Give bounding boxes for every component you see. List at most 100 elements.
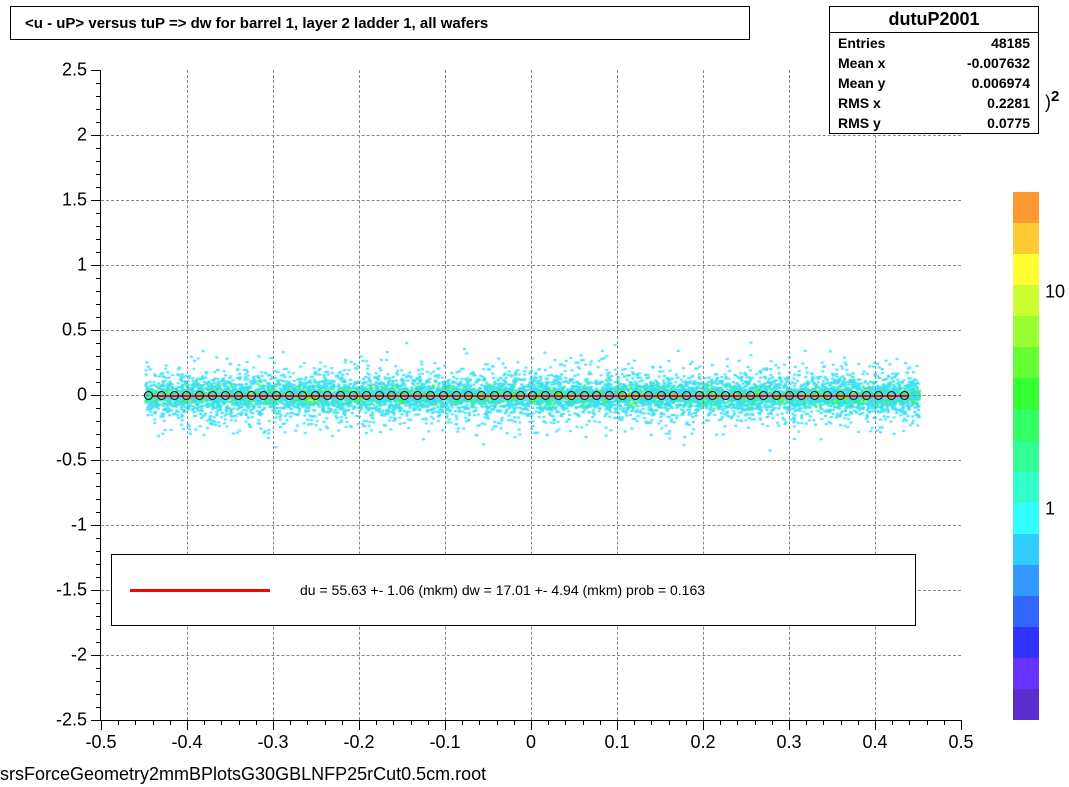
colorbar-segment bbox=[1013, 689, 1039, 720]
profile-marker bbox=[772, 391, 781, 400]
plot-area: -2.5-2-1.5-1-0.500.511.522.5-0.5-0.4-0.3… bbox=[100, 70, 961, 721]
x-tick-label: 0.2 bbox=[690, 732, 715, 753]
stats-row: Mean x-0.007632 bbox=[830, 53, 1038, 73]
stats-row: Mean y 0.006974 bbox=[830, 73, 1038, 93]
profile-marker bbox=[298, 391, 307, 400]
profile-marker bbox=[375, 391, 384, 400]
stats-row: RMS x 0.2281 bbox=[830, 93, 1038, 113]
profile-marker bbox=[144, 391, 153, 400]
profile-marker bbox=[426, 391, 435, 400]
profile-marker bbox=[746, 391, 755, 400]
profile-marker bbox=[195, 391, 204, 400]
profile-marker bbox=[759, 391, 768, 400]
stats-value: 0.0775 bbox=[987, 115, 1030, 131]
colorbar-segment bbox=[1013, 285, 1039, 316]
profile-marker bbox=[810, 391, 819, 400]
y-tick-label: -2 bbox=[71, 645, 87, 666]
y-tick-label: -0.5 bbox=[56, 450, 87, 471]
stats-box: dutuP2001 Entries48185Mean x-0.007632Mea… bbox=[829, 6, 1039, 134]
profile-marker bbox=[503, 391, 512, 400]
y-tick-label: 0 bbox=[77, 385, 87, 406]
profile-marker bbox=[157, 391, 166, 400]
colorbar-segment bbox=[1013, 441, 1039, 472]
profile-marker bbox=[259, 391, 268, 400]
x-tick-label: -0.2 bbox=[343, 732, 374, 753]
profile-marker bbox=[452, 391, 461, 400]
colorbar-segment bbox=[1013, 565, 1039, 596]
colorbar-tick-label: 10 bbox=[1045, 282, 1065, 303]
colorbar-segment bbox=[1013, 534, 1039, 565]
profile-marker bbox=[413, 391, 422, 400]
profile-marker bbox=[567, 391, 576, 400]
stats-row: Entries 48185 bbox=[830, 33, 1038, 53]
colorbar-segment bbox=[1013, 316, 1039, 347]
x-tick-label: -0.1 bbox=[429, 732, 460, 753]
stats-value: 0.2281 bbox=[987, 95, 1030, 111]
profile-marker bbox=[836, 391, 845, 400]
profile-marker bbox=[721, 391, 730, 400]
profile-marker bbox=[797, 391, 806, 400]
x-tick-label: 0.3 bbox=[776, 732, 801, 753]
profile-marker bbox=[336, 391, 345, 400]
y-tick-label: 1 bbox=[77, 255, 87, 276]
profile-marker bbox=[247, 391, 256, 400]
x-tick-label: 0.5 bbox=[948, 732, 973, 753]
color-scale: 101 bbox=[1013, 192, 1039, 720]
stats-value: 48185 bbox=[991, 35, 1030, 51]
x-tick-label: -0.4 bbox=[171, 732, 202, 753]
chart-title-text: <u - uP> versus tuP => dw for barrel 1, … bbox=[25, 15, 488, 32]
colorbar-segment bbox=[1013, 192, 1039, 223]
profile-marker bbox=[657, 391, 666, 400]
profile-markers bbox=[144, 391, 909, 399]
profile-marker bbox=[285, 391, 294, 400]
stats-label: Mean x bbox=[838, 55, 885, 71]
stats-value: 0.006974 bbox=[972, 75, 1030, 91]
colorbar-segment bbox=[1013, 596, 1039, 627]
y-tick-label: 2 bbox=[77, 125, 87, 146]
fit-legend-box: du = 55.63 +- 1.06 (mkm) dw = 17.01 +- 4… bbox=[111, 554, 916, 626]
profile-marker bbox=[323, 391, 332, 400]
profile-marker bbox=[708, 391, 717, 400]
profile-marker bbox=[541, 391, 550, 400]
profile-marker bbox=[874, 391, 883, 400]
profile-marker bbox=[733, 391, 742, 400]
profile-marker bbox=[605, 391, 614, 400]
stats-label: RMS y bbox=[838, 115, 881, 131]
profile-marker bbox=[554, 391, 563, 400]
y-tick-label: -2.5 bbox=[56, 710, 87, 731]
profile-marker bbox=[362, 391, 371, 400]
stats-label: RMS x bbox=[838, 95, 881, 111]
profile-marker bbox=[618, 391, 627, 400]
profile-marker bbox=[592, 391, 601, 400]
profile-marker bbox=[862, 391, 871, 400]
profile-marker bbox=[234, 391, 243, 400]
y-tick-label: 2.5 bbox=[62, 60, 87, 81]
y-tick-label: 0.5 bbox=[62, 320, 87, 341]
colorbar-segment bbox=[1013, 627, 1039, 658]
profile-marker bbox=[644, 391, 653, 400]
colorbar-segment bbox=[1013, 409, 1039, 440]
colorbar-segment bbox=[1013, 254, 1039, 285]
y-tick-label: -1 bbox=[71, 515, 87, 536]
stats-label: Mean y bbox=[838, 75, 885, 91]
profile-marker bbox=[900, 391, 909, 400]
profile-marker bbox=[170, 391, 179, 400]
profile-marker bbox=[823, 391, 832, 400]
colorbar-tick-label: 1 bbox=[1045, 498, 1055, 519]
profile-marker bbox=[516, 391, 525, 400]
fit-legend-text: du = 55.63 +- 1.06 (mkm) dw = 17.01 +- 4… bbox=[300, 582, 705, 598]
profile-marker bbox=[208, 391, 217, 400]
colorbar-segment bbox=[1013, 658, 1039, 689]
profile-marker bbox=[311, 391, 320, 400]
profile-marker bbox=[785, 391, 794, 400]
stats-title: dutuP2001 bbox=[830, 7, 1038, 33]
chart-title-box: <u - uP> versus tuP => dw for barrel 1, … bbox=[10, 6, 750, 40]
profile-marker bbox=[221, 391, 230, 400]
stats-label: Entries bbox=[838, 35, 885, 51]
colorbar-segment bbox=[1013, 378, 1039, 409]
profile-marker bbox=[439, 391, 448, 400]
x-tick-label: 0 bbox=[526, 732, 536, 753]
profile-marker bbox=[477, 391, 486, 400]
stats-row: RMS y 0.0775 bbox=[830, 113, 1038, 133]
y-tick-label: 1.5 bbox=[62, 190, 87, 211]
